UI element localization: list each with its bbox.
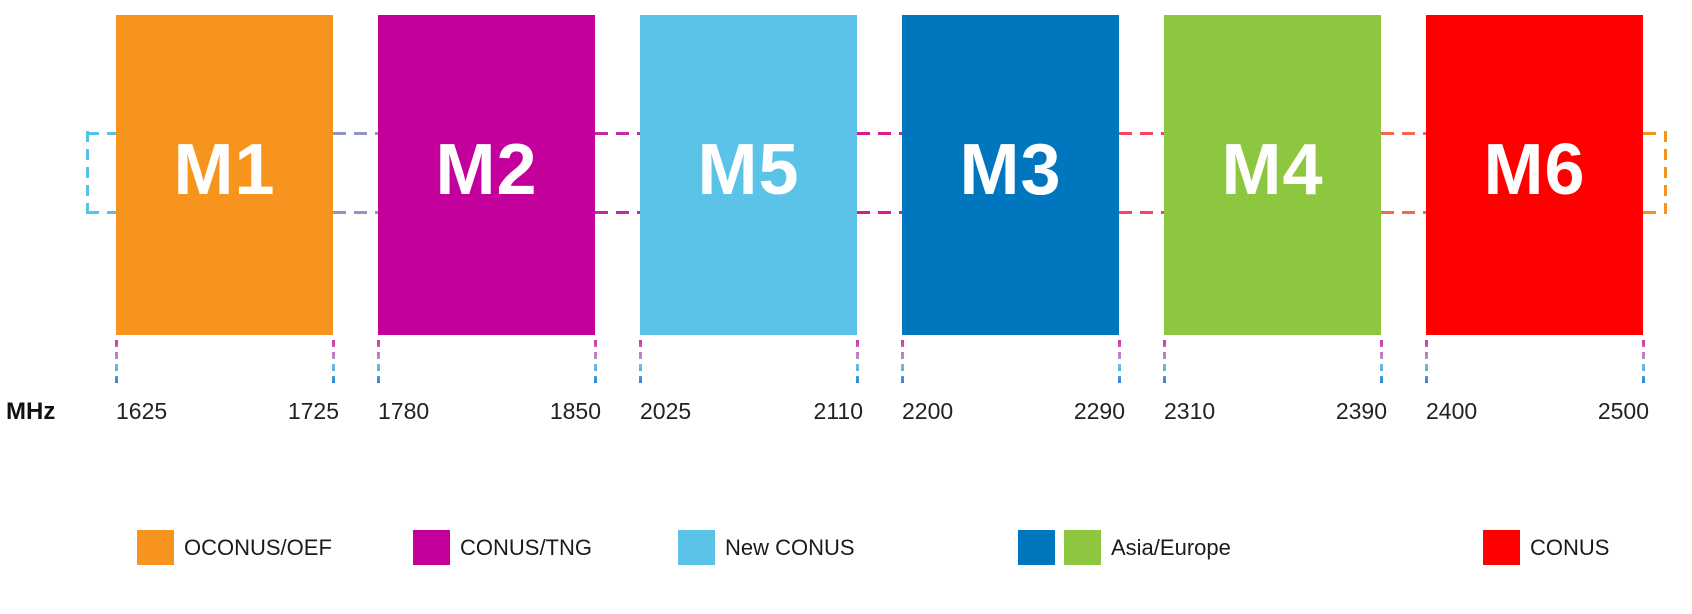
connector-dash-line bbox=[1381, 211, 1426, 214]
connector-dash-line bbox=[1119, 211, 1164, 214]
legend-item: CONUS bbox=[1483, 530, 1609, 565]
freq-label-start: 1780 bbox=[378, 398, 430, 424]
freq-label-start: 2200 bbox=[902, 398, 954, 424]
freq-label-end: 1725 bbox=[287, 398, 339, 424]
legend-color-swatch bbox=[1064, 530, 1101, 565]
freq-label-end: 2500 bbox=[1597, 398, 1649, 424]
connector-dash-line bbox=[1643, 132, 1667, 135]
legend-label: CONUS/TNG bbox=[460, 534, 592, 560]
freq-tick-line bbox=[639, 340, 642, 387]
freq-label-end: 2110 bbox=[813, 398, 863, 424]
freq-label-start: 1625 bbox=[116, 398, 168, 424]
band-label: M1 bbox=[173, 130, 276, 210]
bracket-edge-line bbox=[1664, 131, 1667, 215]
connector-dash-line bbox=[86, 211, 116, 214]
legend-color-swatch bbox=[678, 530, 715, 565]
connector-dash-line bbox=[86, 132, 116, 135]
freq-tick-line bbox=[1118, 340, 1121, 387]
legend-swatch-group bbox=[1018, 530, 1101, 565]
bracket-edge-line bbox=[86, 131, 89, 215]
band-block-m5: M5 bbox=[640, 15, 857, 335]
freq-tick-line bbox=[1380, 340, 1383, 387]
band-block-m3: M3 bbox=[902, 15, 1119, 335]
freq-tick-line bbox=[1163, 340, 1166, 387]
legend-item: OCONUS/OEF bbox=[137, 530, 332, 565]
legend-swatch-group bbox=[413, 530, 450, 565]
connector-dash-line bbox=[333, 211, 378, 214]
legend-item: New CONUS bbox=[678, 530, 855, 565]
legend-label: OCONUS/OEF bbox=[184, 534, 332, 560]
freq-label-start: 2310 bbox=[1164, 398, 1216, 424]
legend-label: Asia/Europe bbox=[1111, 534, 1231, 560]
axis-unit-label: MHz bbox=[6, 398, 56, 425]
legend-swatch-group bbox=[137, 530, 174, 565]
connector-dash-line bbox=[1643, 211, 1667, 214]
freq-tick-line bbox=[1425, 340, 1428, 387]
band-block-m1: M1 bbox=[116, 15, 333, 335]
legend-swatch-group bbox=[1483, 530, 1520, 565]
legend-color-swatch bbox=[413, 530, 450, 565]
freq-tick-line bbox=[594, 340, 597, 387]
legend-item: CONUS/TNG bbox=[413, 530, 592, 565]
legend-item: Asia/Europe bbox=[1018, 530, 1231, 565]
connector-dash-line bbox=[1119, 132, 1164, 135]
freq-tick-line bbox=[115, 340, 118, 387]
freq-label-end: 1850 bbox=[549, 398, 601, 424]
freq-tick-line bbox=[377, 340, 380, 387]
legend-label: CONUS bbox=[1530, 534, 1610, 560]
freq-tick-line bbox=[901, 340, 904, 387]
band-block-m2: M2 bbox=[378, 15, 595, 335]
legend-color-swatch bbox=[1483, 530, 1520, 565]
band-label: M5 bbox=[697, 130, 800, 210]
band-label: M3 bbox=[959, 130, 1062, 210]
band-block-m4: M4 bbox=[1164, 15, 1381, 335]
freq-label-end: 2290 bbox=[1073, 398, 1125, 424]
freq-label-start: 2025 bbox=[640, 398, 692, 424]
legend-color-swatch bbox=[1018, 530, 1055, 565]
freq-tick-line bbox=[856, 340, 859, 387]
band-label: M6 bbox=[1483, 130, 1586, 210]
band-block-m6: M6 bbox=[1426, 15, 1643, 335]
freq-label-start: 2400 bbox=[1426, 398, 1478, 424]
connector-dash-line bbox=[857, 211, 902, 214]
connector-dash-line bbox=[333, 132, 378, 135]
band-label: M4 bbox=[1221, 130, 1324, 210]
legend-color-swatch bbox=[137, 530, 174, 565]
connector-dash-line bbox=[1381, 132, 1426, 135]
band-label: M2 bbox=[435, 130, 538, 210]
connector-dash-line bbox=[595, 211, 640, 214]
freq-tick-line bbox=[1642, 340, 1645, 387]
connector-dash-line bbox=[857, 132, 902, 135]
freq-tick-line bbox=[332, 340, 335, 387]
connector-dash-line bbox=[595, 132, 640, 135]
freq-label-end: 2390 bbox=[1335, 398, 1387, 424]
legend-label: New CONUS bbox=[725, 534, 855, 560]
legend-swatch-group bbox=[678, 530, 715, 565]
